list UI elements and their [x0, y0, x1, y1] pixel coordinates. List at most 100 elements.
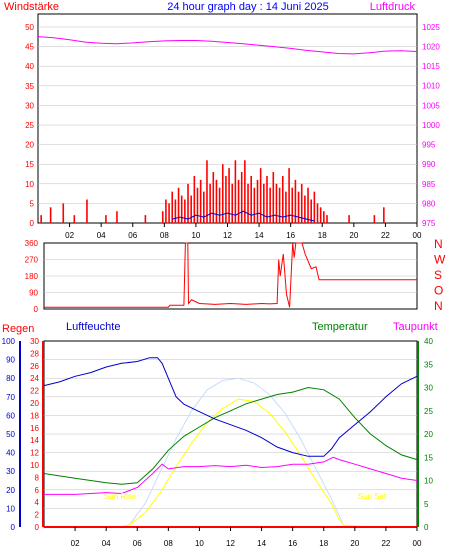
- pressure-tick-label: 1015: [422, 62, 440, 71]
- pressure-tick-label: 975: [422, 219, 436, 228]
- time-tick-label: 00: [413, 539, 422, 548]
- wind-tick-label: 35: [25, 82, 34, 91]
- rain-tick-label: 28: [30, 349, 39, 358]
- sun-label: Sun Rise: [104, 492, 137, 501]
- temperature-tick-label: 10: [424, 477, 433, 486]
- humidity-line: [43, 357, 418, 457]
- time-tick-label: 08: [160, 231, 169, 240]
- dewpoint-axis-title: Taupunkt: [393, 321, 438, 333]
- climate-grid: [44, 359, 417, 509]
- pressure-line: [37, 36, 418, 55]
- temperature-tick-label: 15: [424, 453, 433, 462]
- time-tick-label: 04: [97, 231, 106, 240]
- time-tick-label: 16: [286, 231, 295, 240]
- humidity-tick-label: 50: [6, 430, 15, 439]
- time-tick-label: 06: [128, 231, 137, 240]
- climate-panel: 0102030405060708090100024681012141618202…: [2, 337, 434, 548]
- time-tick-label: 02: [65, 231, 74, 240]
- time-tick-label: 18: [318, 231, 327, 240]
- pressure-tick-label: 995: [422, 141, 436, 150]
- wind-tick-label: 20: [25, 141, 34, 150]
- solar-line: [120, 398, 372, 528]
- rain-tick-label: 26: [30, 362, 39, 371]
- temperature-tick-label: 0: [424, 523, 429, 532]
- wind-tick-label: 50: [25, 23, 34, 32]
- wind-gust-bars: [40, 160, 385, 223]
- time-tick-label: 14: [255, 231, 264, 240]
- sun-annotations: Sun Rise Sun Set: [104, 492, 387, 516]
- humidity-tick-label: 20: [6, 486, 15, 495]
- pressure-tick-label: 1000: [422, 121, 440, 130]
- humidity-tick-label: 90: [6, 356, 15, 365]
- time-tick-label: 12: [223, 231, 232, 240]
- rain-tick-label: 8: [35, 473, 40, 482]
- time-axis-bottom: 02 04 06 08 10 12 14 16 18 20 22 00: [71, 527, 422, 548]
- wind-tick-label: 45: [25, 43, 34, 52]
- time-tick-label: 10: [191, 231, 200, 240]
- humidity-tick-label: 80: [6, 374, 15, 383]
- direction-tick-label: 270: [25, 256, 39, 265]
- compass-label: O: [434, 284, 443, 298]
- compass-label: N: [434, 299, 443, 313]
- rain-tick-label: 4: [35, 498, 40, 507]
- humidity-tick-label: 70: [6, 393, 15, 402]
- dewpoint-line: [44, 456, 418, 495]
- temperature-tick-label: 5: [424, 500, 429, 509]
- time-tick-label: 18: [319, 539, 328, 548]
- time-tick-label: 22: [381, 539, 390, 548]
- time-axis-top: 02 04 06 08 10 12 14 16 18 20 22 00: [65, 223, 422, 240]
- rain-tick-label: 2: [35, 511, 40, 520]
- page-title: 24 hour graph day : 14 Juni 2025: [167, 1, 328, 13]
- wind-tick-label: 15: [25, 160, 34, 169]
- temperature-tick-label: 25: [424, 407, 433, 416]
- temperature-axis-title: Temperatur: [312, 321, 368, 333]
- time-tick-label: 12: [226, 539, 235, 548]
- compass-label: S: [434, 268, 442, 282]
- wind-axis-title: Windstärke: [4, 1, 59, 13]
- rain-tick-label: 14: [30, 436, 39, 445]
- direction-tick-label: 360: [25, 239, 39, 248]
- rain-tick-label: 18: [30, 411, 39, 420]
- time-tick-label: 10: [195, 539, 204, 548]
- humidity-axis-title: Luftfeuchte: [66, 321, 120, 333]
- wind-average-line: [172, 210, 315, 222]
- direction-tick-label: 0: [34, 305, 39, 314]
- compass-label: N: [434, 237, 443, 251]
- wind-direction-line: [44, 242, 417, 308]
- time-tick-label: 22: [381, 231, 390, 240]
- humidity-tick-label: 30: [6, 467, 15, 476]
- wind-grid: [38, 26, 417, 204]
- temperature-tick-label: 30: [424, 384, 433, 393]
- pressure-tick-label: 985: [422, 180, 436, 189]
- humidity-tick-label: 100: [2, 337, 16, 346]
- rain-tick-label: 22: [30, 387, 39, 396]
- compass-label: W: [434, 253, 446, 267]
- direction-tick-label: 180: [25, 272, 39, 281]
- time-tick-label: 00: [413, 231, 422, 240]
- climate-axis-ticks: 0102030405060708090100024681012141618202…: [2, 337, 434, 532]
- wind-tick-label: 30: [25, 101, 34, 110]
- humidity-tick-label: 10: [6, 504, 15, 513]
- wind-tick-label: 10: [25, 180, 34, 189]
- rain-tick-label: 12: [30, 449, 39, 458]
- humidity-tick-label: 60: [6, 411, 15, 420]
- wind-tick-label: 5: [30, 199, 35, 208]
- temperature-line: [43, 386, 418, 485]
- temperature-tick-label: 20: [424, 430, 433, 439]
- rain-axis-title: Regen: [2, 323, 34, 335]
- time-tick-label: 02: [71, 539, 80, 548]
- pressure-tick-label: 1025: [422, 23, 440, 32]
- wind-axis-ticks: 0510152025303540455097598098599099510001…: [25, 23, 440, 228]
- time-tick-label: 20: [350, 539, 359, 548]
- direction-axis-ticks: 0 90 180 270 360: [25, 239, 39, 314]
- pressure-tick-label: 1005: [422, 101, 440, 110]
- pressure-tick-label: 990: [422, 160, 436, 169]
- sun-label: Sun Set: [358, 492, 387, 501]
- pressure-tick-label: 1010: [422, 82, 440, 91]
- time-tick-label: 20: [349, 231, 358, 240]
- temperature-tick-label: 35: [424, 360, 433, 369]
